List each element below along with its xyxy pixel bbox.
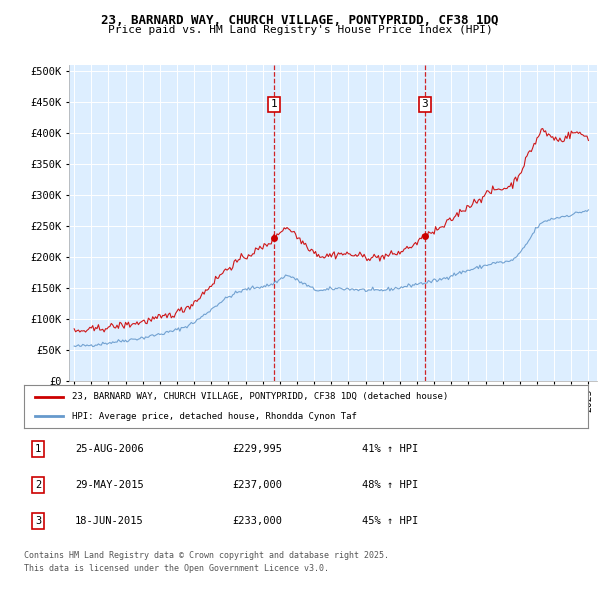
Text: £229,995: £229,995 [233,444,283,454]
Text: 23, BARNARD WAY, CHURCH VILLAGE, PONTYPRIDD, CF38 1DQ (detached house): 23, BARNARD WAY, CHURCH VILLAGE, PONTYPR… [72,392,448,401]
Text: 25-AUG-2006: 25-AUG-2006 [75,444,143,454]
Text: This data is licensed under the Open Government Licence v3.0.: This data is licensed under the Open Gov… [24,563,329,572]
Text: £233,000: £233,000 [233,516,283,526]
Text: 18-JUN-2015: 18-JUN-2015 [75,516,143,526]
Text: Price paid vs. HM Land Registry's House Price Index (HPI): Price paid vs. HM Land Registry's House … [107,25,493,35]
Text: 29-MAY-2015: 29-MAY-2015 [75,480,143,490]
Text: 3: 3 [422,99,428,109]
Text: Contains HM Land Registry data © Crown copyright and database right 2025.: Contains HM Land Registry data © Crown c… [24,550,389,559]
Text: HPI: Average price, detached house, Rhondda Cynon Taf: HPI: Average price, detached house, Rhon… [72,412,357,421]
Text: 23, BARNARD WAY, CHURCH VILLAGE, PONTYPRIDD, CF38 1DQ: 23, BARNARD WAY, CHURCH VILLAGE, PONTYPR… [101,14,499,27]
Text: 1: 1 [35,444,41,454]
Text: 3: 3 [35,516,41,526]
Text: 45% ↑ HPI: 45% ↑ HPI [362,516,419,526]
Text: 48% ↑ HPI: 48% ↑ HPI [362,480,419,490]
Text: 2: 2 [35,480,41,490]
Text: £237,000: £237,000 [233,480,283,490]
Text: 41% ↑ HPI: 41% ↑ HPI [362,444,419,454]
Text: 1: 1 [271,99,277,109]
